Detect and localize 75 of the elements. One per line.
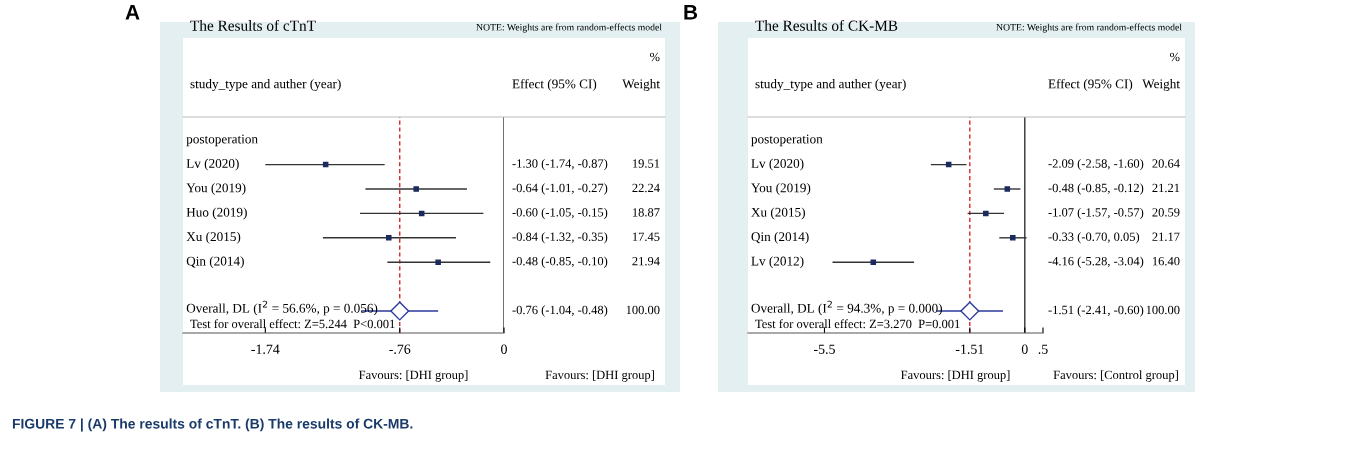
category-label: postoperation — [751, 134, 823, 147]
annotation: Test for overall effect: Z=3.270 P=0.001 — [755, 319, 960, 329]
text: study_type and auther (year) — [755, 79, 906, 91]
data-label: -0.48 (-0.85, -0.10) — [512, 256, 608, 268]
x-tick-label: -1.74 — [251, 344, 280, 354]
data-label: -4.16 (-5.28, -3.04) — [1048, 256, 1144, 268]
data-label: -0.48 (-0.85, -0.12) — [1048, 183, 1144, 195]
data-label: -0.33 (-0.70, 0.05) — [1048, 232, 1140, 244]
text: 18.87 — [632, 208, 660, 217]
text: Weight — [622, 79, 660, 91]
text: Favours: [DHI group] — [901, 370, 1010, 382]
text: 21.21 — [1152, 183, 1180, 193]
category-label: You (2019) — [186, 183, 246, 195]
data-label: -0.84 (-1.32, -0.35) — [512, 232, 608, 244]
chart-title: The Results of cTnT — [190, 19, 316, 31]
category-label: Huo (2019) — [186, 207, 247, 220]
x-tick-label: .5 — [1038, 344, 1048, 354]
text: Favours: [Control group] — [1053, 370, 1178, 382]
text: 21.94 — [632, 256, 660, 266]
point — [1004, 186, 1011, 192]
text: NOTE: Weights are from random-effects model — [476, 23, 662, 33]
point — [385, 235, 392, 241]
text: B — [684, 5, 698, 20]
text: 16.40 — [1152, 256, 1180, 266]
data-label: -1.07 (-1.57, -0.57) — [1048, 207, 1144, 220]
text: 20.64 — [1152, 159, 1180, 168]
category-label: Qin (2014) — [751, 231, 809, 244]
category-label: Overall, DL (I$^{2}$ = 94.3%, p = 0.000) — [751, 300, 942, 316]
category-label: Qin (2014) — [186, 256, 244, 269]
annotation: Test for overall effect: Z=5.244 P<0.001 — [190, 319, 395, 329]
text: 100.00 — [1146, 305, 1180, 315]
chart-title: The Results of CK-MB — [755, 19, 898, 31]
point — [870, 259, 877, 265]
category-label: Overall, DL (I$^{2}$ = 56.6%, p = 0.056) — [186, 300, 378, 316]
category-label: postoperation — [186, 134, 258, 147]
x-tick-label: 0 — [1021, 344, 1028, 354]
data-label: -1.30 (-1.74, -0.87) — [512, 158, 608, 171]
x-tick-label: -5.5 — [814, 344, 835, 354]
text: study_type and auther (year) — [190, 79, 341, 91]
x-tick-label: 0 — [501, 344, 507, 354]
point — [435, 259, 441, 265]
point — [390, 301, 410, 321]
point — [983, 210, 989, 217]
category-label: Xu (2015) — [186, 231, 241, 244]
category-label: Lv (2012) — [751, 256, 804, 269]
category-label: You (2019) — [751, 183, 811, 195]
text: Favours: [DHI group] — [359, 370, 468, 382]
text: Favours: [DHI group] — [545, 370, 654, 382]
text: 17.45 — [632, 232, 660, 241]
category-label: Xu (2015) — [751, 207, 805, 220]
point — [413, 186, 419, 192]
text: Weight — [1142, 79, 1180, 91]
text: 20.59 — [1152, 208, 1180, 217]
caption: FIGURE 7 | (A) The results of cTnT. (B) The results of CK-MB. — [12, 418, 413, 432]
data-label: -0.64 (-1.01, -0.27) — [512, 183, 608, 195]
text: -1.51 (-2.41, -0.60) — [1048, 305, 1144, 317]
text: NOTE: Weights are from random-effects model — [996, 23, 1182, 33]
text: 22.24 — [632, 183, 660, 193]
text: Effect (95% CI) — [512, 78, 597, 92]
text: % — [650, 52, 660, 62]
x-tick-label: -1.51 — [955, 344, 984, 354]
category-label: Lv (2020) — [186, 158, 239, 171]
text: A — [125, 5, 140, 20]
data-label: -2.09 (-2.58, -1.60) — [1048, 158, 1144, 171]
x-tick-label: -.76 — [389, 344, 411, 354]
point — [1009, 235, 1016, 241]
text: 21.17 — [1152, 232, 1180, 241]
category-label: Lv (2020) — [751, 158, 804, 171]
text: -0.76 (-1.04, -0.48) — [512, 305, 608, 317]
data-label: -0.60 (-1.05, -0.15) — [512, 207, 608, 220]
text: Effect (95% CI) — [1048, 78, 1133, 92]
text: 19.51 — [632, 159, 660, 168]
point — [960, 301, 980, 321]
text: % — [1170, 52, 1180, 62]
text: 100.00 — [626, 305, 660, 315]
